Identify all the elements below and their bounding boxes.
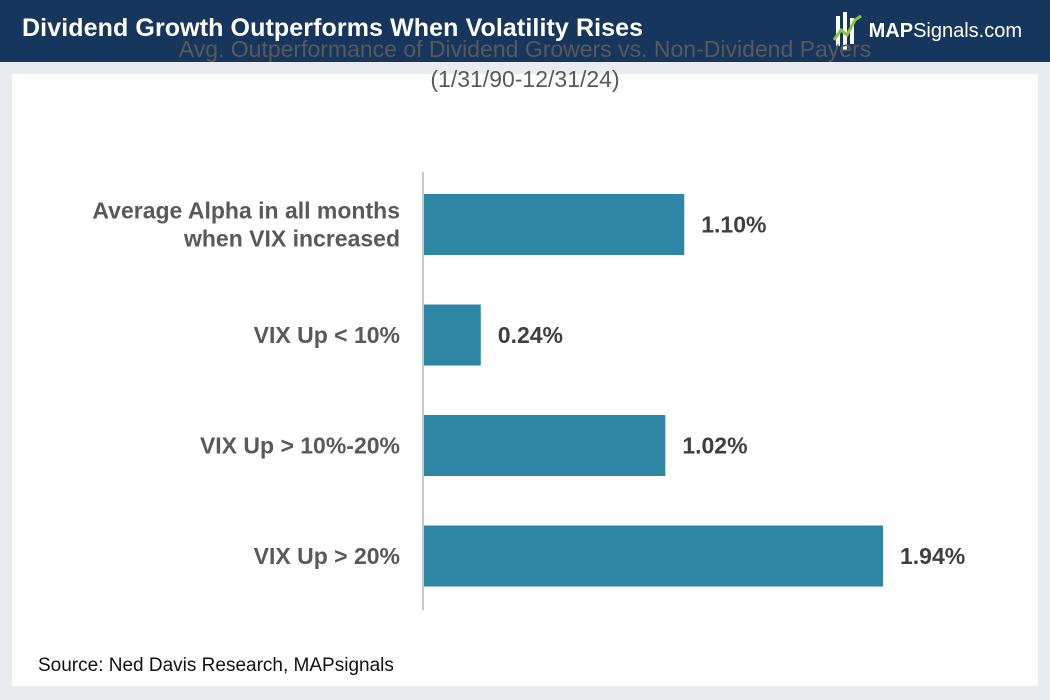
header-bar: Dividend Growth Outperforms When Volatil… [0,0,1050,62]
brand-logo: MAPSignals.com [832,10,1022,52]
brand-name: MAPSignals.com [869,20,1022,43]
data-label: 0.24% [498,322,563,348]
category-label: VIX Up > 10%-20% [200,433,400,459]
mapsignals-logo-icon [832,12,862,50]
bar [424,304,481,366]
data-label: 1.10% [701,212,766,238]
brand-name-regular: Signals.com [913,19,1022,42]
bar [424,415,666,476]
bar [424,194,685,255]
data-label: 1.94% [900,543,965,569]
category-label: VIX Up < 10% [254,322,400,348]
bar [424,525,884,587]
source-note: Source: Ned Davis Research, MAPsignals [38,655,394,676]
page-title: Dividend Growth Outperforms When Volatil… [22,14,644,42]
chart-title-block: Avg. Outperformance of Dividend Growers … [0,34,1050,94]
category-label: Average Alpha in all months when VIX incr… [92,198,400,252]
chart-subtitle: (1/31/90-12/31/24) [430,66,620,92]
data-label: 1.02% [682,433,747,459]
category-label: VIX Up > 20% [254,543,400,569]
chart-title: Avg. Outperformance of Dividend Growers … [178,36,872,62]
brand-name-bold: MAP [868,19,914,42]
